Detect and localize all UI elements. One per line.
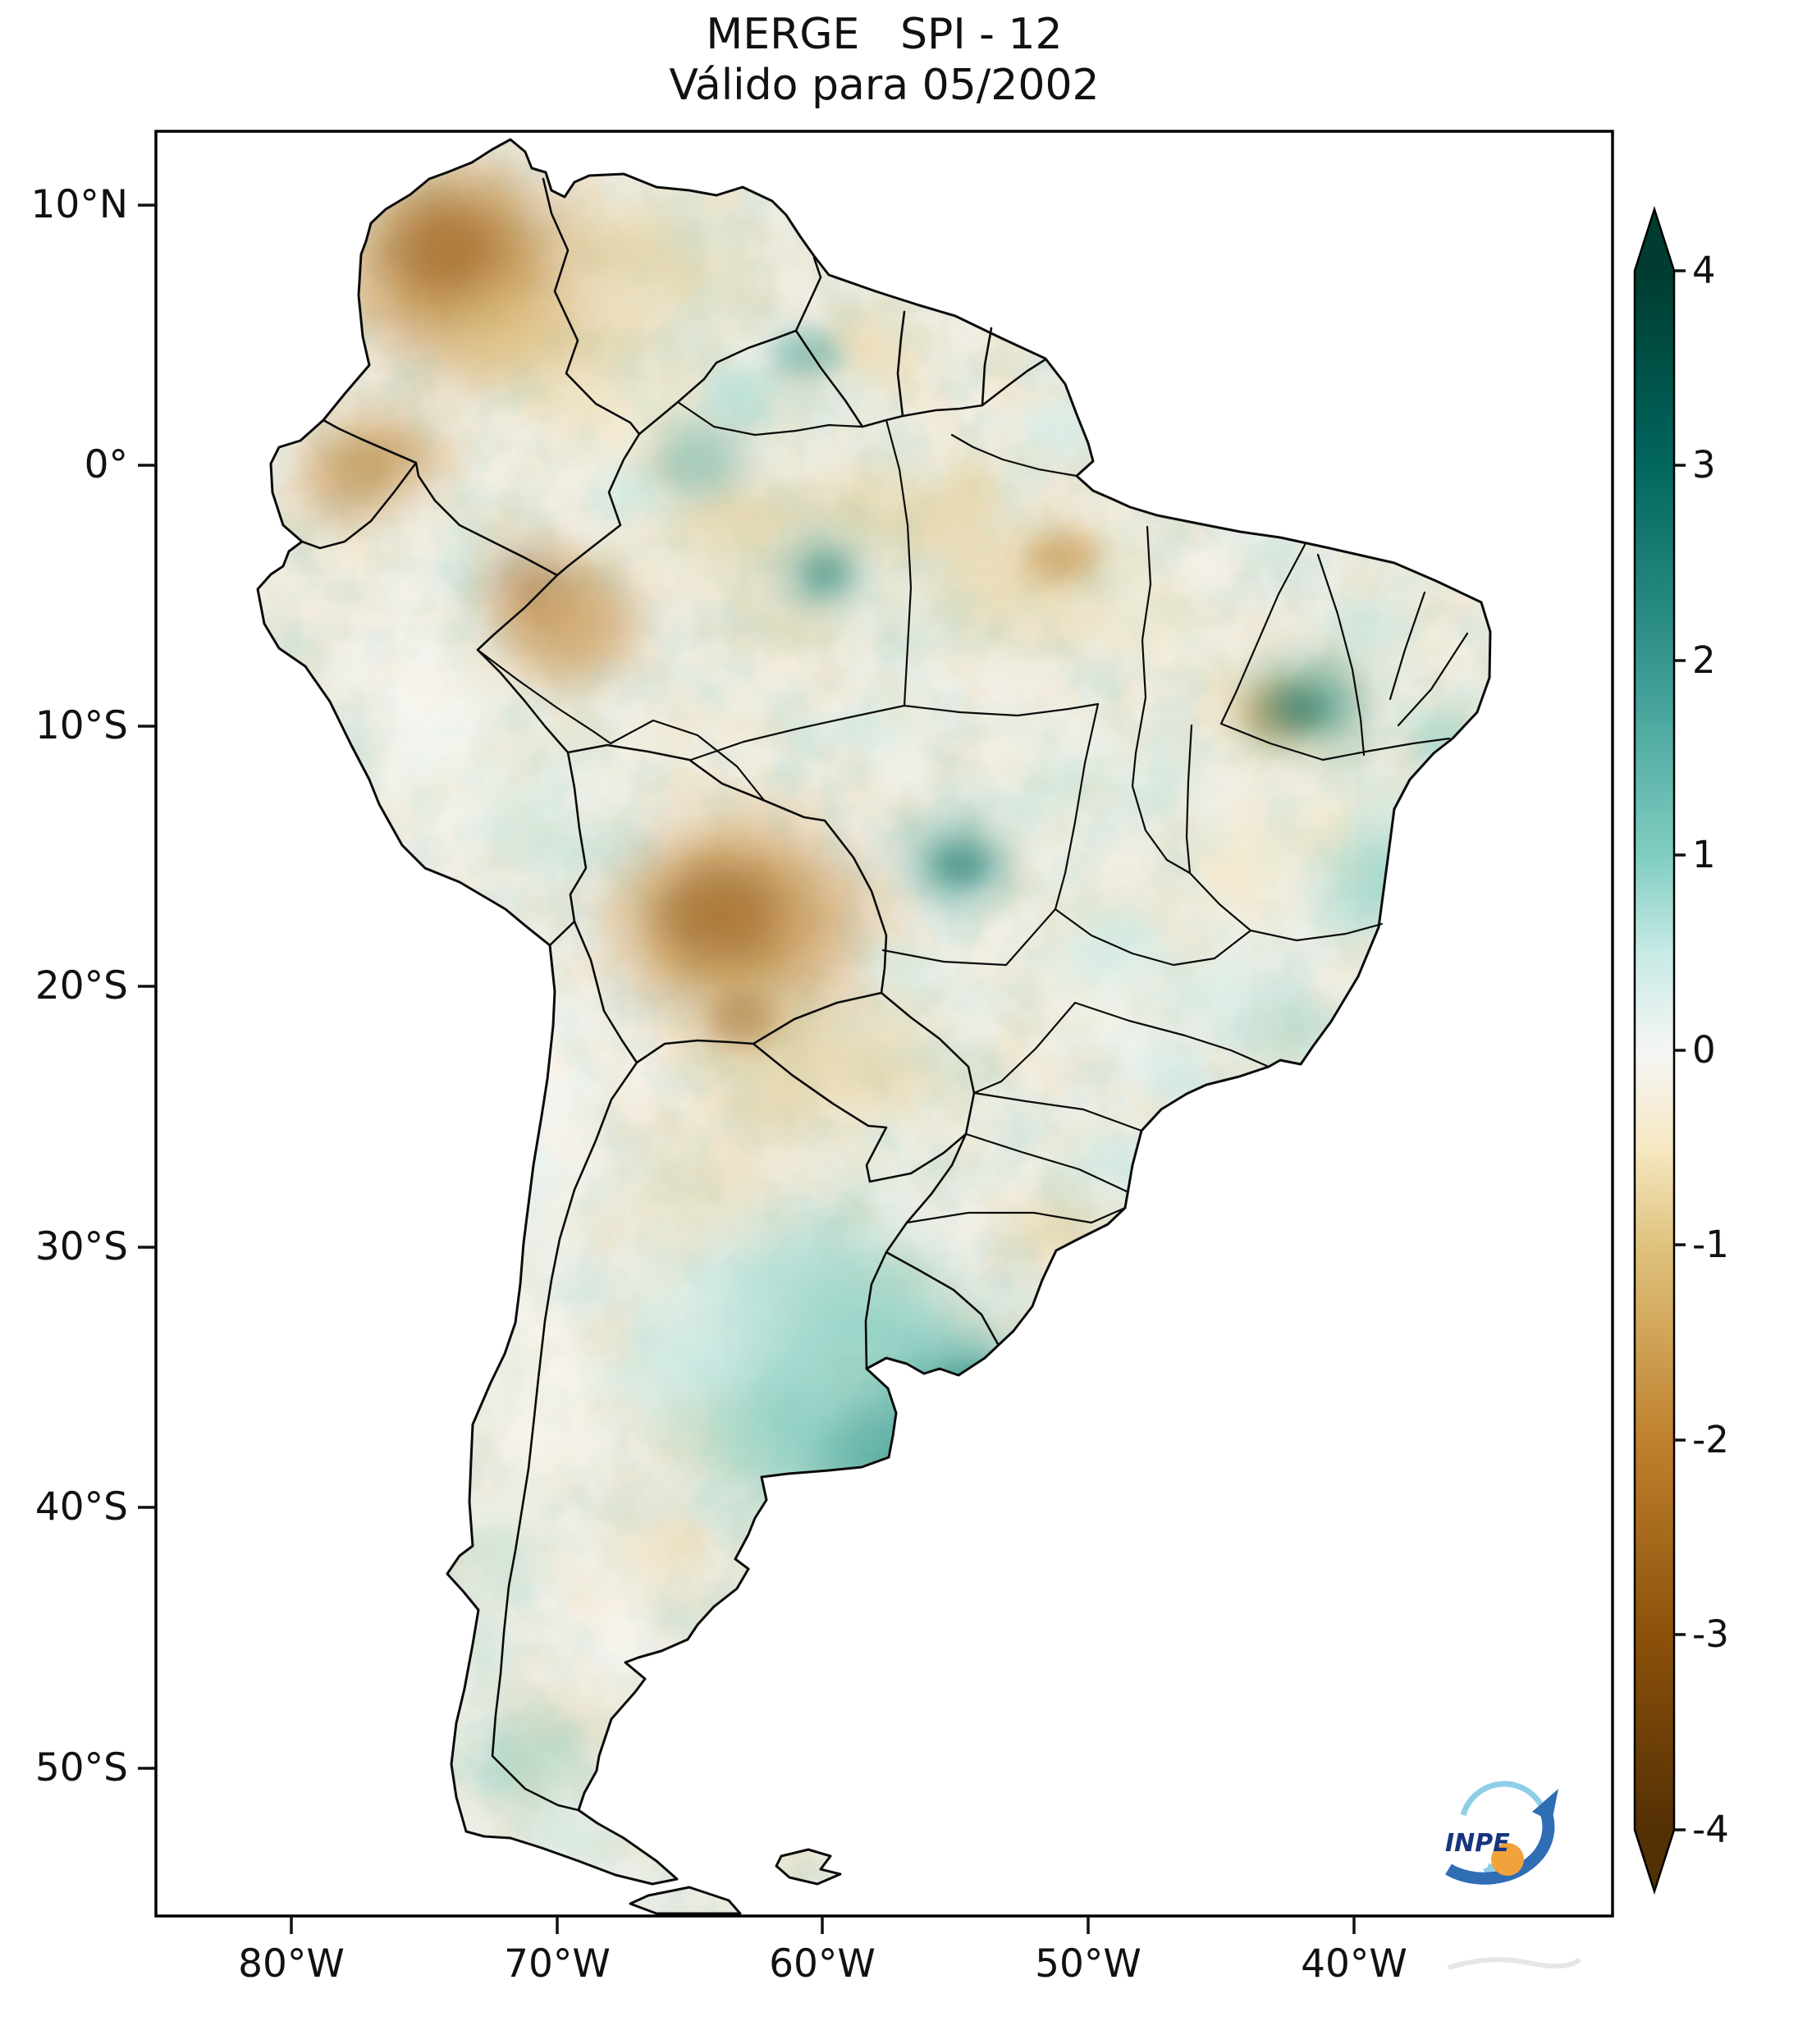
cb-tick-label-m2: -2 — [1692, 1418, 1729, 1461]
x-axis-ticks — [290, 1916, 1356, 1934]
cb-tick-label-m3: -3 — [1692, 1612, 1729, 1656]
cb-tick-label-0: 0 — [1692, 1028, 1716, 1072]
inpe-arrow — [1445, 1804, 1555, 1885]
tierra-del-fuego — [629, 1886, 742, 1915]
cb-tick-label-m1: -1 — [1692, 1223, 1729, 1266]
y-tick-label-40s: 40°S — [34, 1484, 128, 1530]
colorbar — [1633, 205, 1686, 1895]
x-tick-label-80w: 80°W — [238, 1941, 345, 1987]
cb-tick-label-1: 1 — [1692, 833, 1716, 876]
cb-tick-label-2: 2 — [1692, 638, 1716, 682]
axes-frame — [154, 130, 1614, 1918]
y-tick-label-50s: 50°S — [34, 1745, 128, 1790]
colorbar-ticks — [1674, 269, 1686, 1831]
raster-layer — [258, 139, 1490, 1914]
cb-tick-label-3: 3 — [1692, 443, 1716, 487]
x-tick-label-50w: 50°W — [1035, 1941, 1141, 1987]
y-axis-ticks — [138, 203, 156, 1770]
x-tick-label-40w: 40°W — [1301, 1941, 1407, 1987]
map-plot-area: INPE — [256, 138, 1558, 1915]
y-tick-label-10s: 10°S — [34, 703, 128, 748]
x-tick-label-60w: 60°W — [769, 1941, 876, 1987]
cb-tick-label-m4: -4 — [1692, 1808, 1729, 1851]
inpe-arrowhead — [1532, 1789, 1558, 1822]
inpe-orange-dot — [1491, 1843, 1524, 1876]
inpe-logo-text: INPE — [1445, 1829, 1510, 1858]
coastline — [256, 138, 1492, 1915]
y-tick-label-10n: 10°N — [30, 182, 128, 227]
inpe-logo: INPE — [1445, 1781, 1558, 1885]
artifact-wisp — [1448, 1957, 1581, 1970]
colorbar-gradient — [1633, 205, 1676, 1895]
y-tick-label-0: 0° — [84, 442, 128, 487]
cb-tick-label-4: 4 — [1692, 249, 1716, 292]
state-borders — [476, 400, 1469, 1224]
islands — [775, 1848, 842, 1886]
x-tick-label-70w: 70°W — [504, 1941, 611, 1987]
y-tick-label-30s: 30°S — [34, 1224, 128, 1269]
chart-subtitle: Válido para 05/2002 — [669, 61, 1100, 110]
y-tick-label-20s: 20°S — [34, 963, 128, 1008]
country-borders — [300, 177, 1047, 1812]
chart-title: MERGE SPI - 12 — [706, 10, 1063, 59]
